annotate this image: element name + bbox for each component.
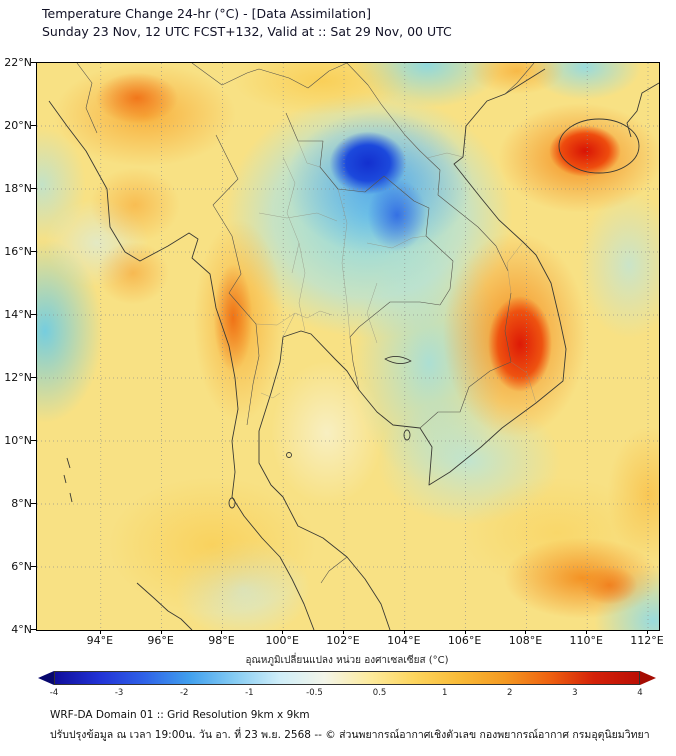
colorbar-tick-label: 4	[637, 688, 643, 698]
colorbar-tick-label: -3	[114, 688, 124, 698]
coastlines	[48, 68, 659, 630]
y-axis-tick-label: 8°N	[11, 497, 32, 510]
x-axis-tick-label: 98°E	[208, 634, 235, 647]
x-axis-tick-label: 104°E	[387, 634, 421, 647]
map-plot	[36, 62, 660, 631]
x-axis-tick-label: 110°E	[569, 634, 603, 647]
colorbar-right-arrow	[640, 671, 656, 685]
x-axis-tick-label: 106°E	[447, 634, 482, 647]
x-axis-tick-mark	[525, 630, 527, 634]
y-axis-tick-label: 18°N	[4, 182, 32, 195]
x-axis-tick-mark	[160, 630, 162, 634]
x-axis-tick-label: 112°E	[630, 634, 664, 647]
x-axis-tick-mark	[647, 630, 649, 634]
y-axis-tick-label: 4°N	[11, 623, 32, 636]
y-axis-tick-mark	[31, 314, 36, 315]
colorbar-gradient	[54, 671, 640, 685]
y-axis-tick-label: 12°N	[4, 371, 32, 384]
x-axis-tick-mark	[464, 630, 466, 634]
y-axis-tick-label: 22°N	[4, 56, 32, 69]
temperature-field	[37, 63, 659, 630]
y-axis-tick-label: 6°N	[11, 560, 32, 573]
colorbar-tick-label: 1	[441, 688, 448, 698]
grid-lines	[37, 63, 659, 630]
footer-domain-info: WRF-DA Domain 01 :: Grid Resolution 9km …	[50, 709, 310, 721]
province-borders	[255, 134, 537, 404]
y-axis-tick-mark	[31, 188, 36, 189]
x-axis-tick-mark	[403, 630, 405, 634]
x-axis-tick-label: 94°E	[86, 634, 114, 647]
colorbar-tick-label: -4	[49, 688, 59, 698]
x-axis-tick-label: 102°E	[326, 634, 360, 647]
x-axis-tick-mark	[282, 630, 284, 634]
y-axis-tick-mark	[31, 440, 36, 441]
page-subtitle: Sunday 23 Nov, 12 UTC FCST+132, Valid at…	[42, 24, 452, 39]
country-borders	[76, 63, 535, 584]
colorbar-tick-label: -1	[245, 688, 254, 698]
x-axis-tick-label: 108°E	[508, 634, 543, 647]
x-axis-tick-label: 100°E	[265, 634, 299, 647]
y-axis-tick-mark	[31, 566, 36, 567]
x-axis-tick-mark	[586, 630, 588, 634]
x-axis-tick-mark	[343, 630, 345, 634]
colorbar-left-arrow	[38, 671, 54, 685]
colorbar-tick-label: -2	[179, 688, 189, 698]
footer-credit-thai: ปรับปรุงข้อมูล ณ เวลา 19:00น. วัน อา. ที…	[50, 729, 650, 741]
colorbar-label: อุณหภูมิเปลี่ยนแปลง หน่วย องศาเซลเซียส (…	[245, 655, 449, 666]
y-axis-tick-mark	[31, 125, 36, 126]
x-axis-tick-mark	[221, 630, 223, 634]
y-axis-tick-mark	[31, 629, 36, 630]
page-title: Temperature Change 24-hr (°C) - [Data As…	[42, 6, 371, 21]
y-axis-tick-mark	[31, 62, 36, 63]
x-axis-tick-mark	[99, 630, 101, 634]
x-axis-tick-label: 96°E	[147, 634, 174, 647]
map-overlay	[37, 63, 659, 630]
y-axis-tick-label: 20°N	[4, 119, 32, 132]
y-axis-tick-mark	[31, 503, 36, 504]
colorbar-tick-label: 0.5	[372, 688, 387, 698]
colorbar-tick-label: -0.5	[306, 688, 323, 698]
y-axis-tick-label: 10°N	[4, 434, 32, 447]
y-axis-tick-label: 16°N	[4, 245, 32, 258]
y-axis-tick-label: 14°N	[4, 308, 32, 321]
y-axis-tick-mark	[31, 377, 36, 378]
y-axis-tick-mark	[31, 251, 36, 252]
colorbar-tick-label: 3	[572, 688, 578, 698]
colorbar-tick-label: 2	[507, 688, 513, 698]
